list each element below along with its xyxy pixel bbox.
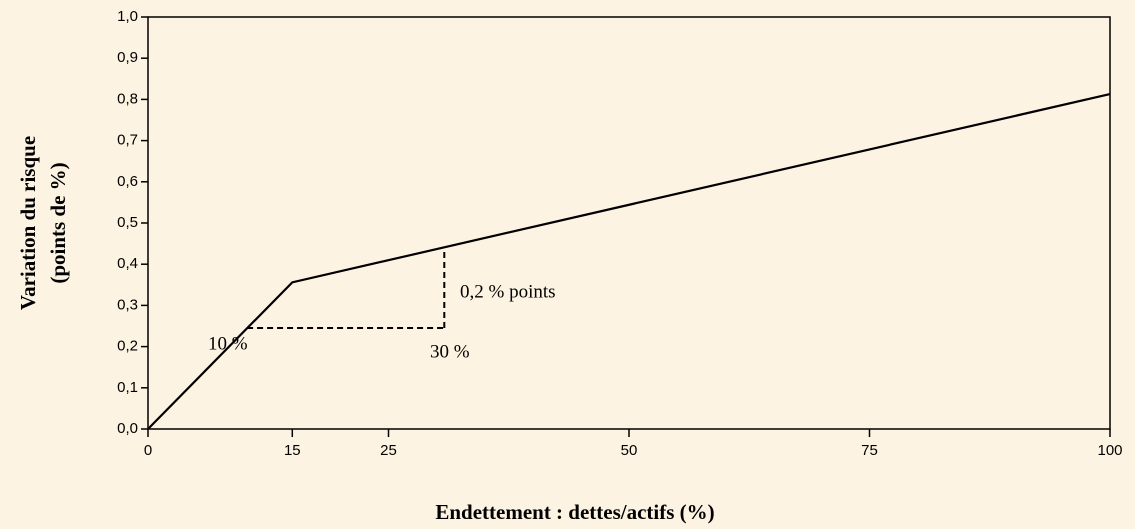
- annotation: 0,2 % points: [460, 281, 556, 302]
- annotation: 10 %: [208, 333, 248, 354]
- y-tick-label: 0,8: [117, 90, 138, 107]
- y-axis-title: (points de %): [46, 162, 70, 283]
- x-tick-label: 50: [621, 442, 638, 459]
- y-tick-label: 0,1: [117, 379, 138, 396]
- data-line: [147, 92, 1111, 430]
- x-tick-label: 100: [1097, 442, 1122, 459]
- annotation: 30 %: [430, 341, 470, 362]
- x-axis-title: Endettement : dettes/actifs (%): [435, 500, 714, 524]
- x-tick-label: 75: [861, 442, 878, 459]
- y-tick-label: 1,0: [117, 8, 138, 25]
- x-tick-label: 25: [380, 442, 397, 459]
- y-tick-label: 0,7: [117, 132, 138, 149]
- y-tick-label: 0,4: [117, 255, 138, 272]
- y-tick-label: 0,5: [117, 214, 138, 231]
- x-tick-label: 15: [284, 442, 301, 459]
- x-tick-label: 0: [144, 442, 152, 459]
- y-axis-title: Variation du risque: [16, 136, 40, 310]
- y-tick-label: 0,2: [117, 338, 138, 355]
- y-tick-label: 0,9: [117, 49, 138, 66]
- y-tick-label: 0,6: [117, 173, 138, 190]
- y-tick-label: 0,3: [117, 296, 138, 313]
- y-tick-label: 0,0: [117, 420, 138, 437]
